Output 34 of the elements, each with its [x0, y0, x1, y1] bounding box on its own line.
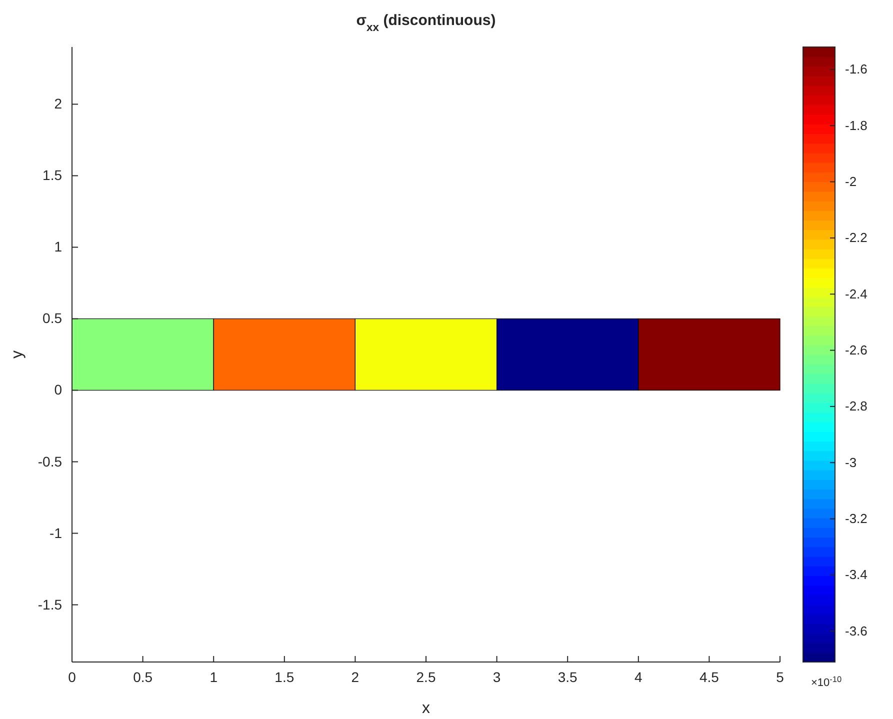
x-tick-label: 0.5	[133, 668, 153, 685]
x-tick-label: 4	[634, 668, 642, 685]
x-tick-label: 1	[210, 668, 218, 685]
x-tick-label: 3.5	[558, 668, 578, 685]
color-bar-label: -3.6	[845, 623, 868, 638]
y-tick-label: -0.5	[38, 453, 62, 470]
x-tick-label: 4.5	[699, 668, 720, 685]
color-bar-title: ×10$^{-10}$	[811, 674, 842, 689]
y-tick-label: 0	[54, 382, 62, 398]
color-bar-label: -3.4	[845, 567, 868, 582]
x-tick-label: 0	[68, 668, 76, 685]
chart-title: σ$_{xx}$ (discontinuous)	[356, 12, 496, 34]
color-bar-label: -1.6	[845, 62, 868, 77]
color-bar-label: -3.2	[845, 510, 868, 526]
y-tick-label: 2	[54, 96, 62, 112]
y-tick-label: 1.5	[42, 167, 62, 184]
color-bar-label: -2	[845, 174, 857, 189]
y-tick-label: -1.5	[38, 596, 62, 612]
x-tick-label: 2	[351, 668, 360, 685]
color-bar-label: -2.4	[845, 286, 868, 302]
color-bar-label: -1.8	[845, 118, 868, 133]
y-tick-label: 0.5	[42, 310, 62, 326]
x-tick-label: 3	[492, 668, 501, 685]
x-tick-label: 5	[776, 668, 784, 685]
x-axis-title: x	[422, 700, 430, 717]
y-tick-label: 1	[54, 238, 62, 255]
x-tick-label: 1.5	[274, 668, 294, 685]
color-bar-label: -2.8	[845, 398, 868, 414]
color-bar-label: -2.6	[845, 342, 868, 358]
x-tick-label: 2.5	[416, 668, 436, 685]
color-bar-label: -3	[845, 454, 857, 470]
y-tick-label: -1	[50, 524, 62, 541]
color-bar-label: -2.2	[845, 230, 868, 246]
y-axis-title: y	[9, 350, 26, 358]
